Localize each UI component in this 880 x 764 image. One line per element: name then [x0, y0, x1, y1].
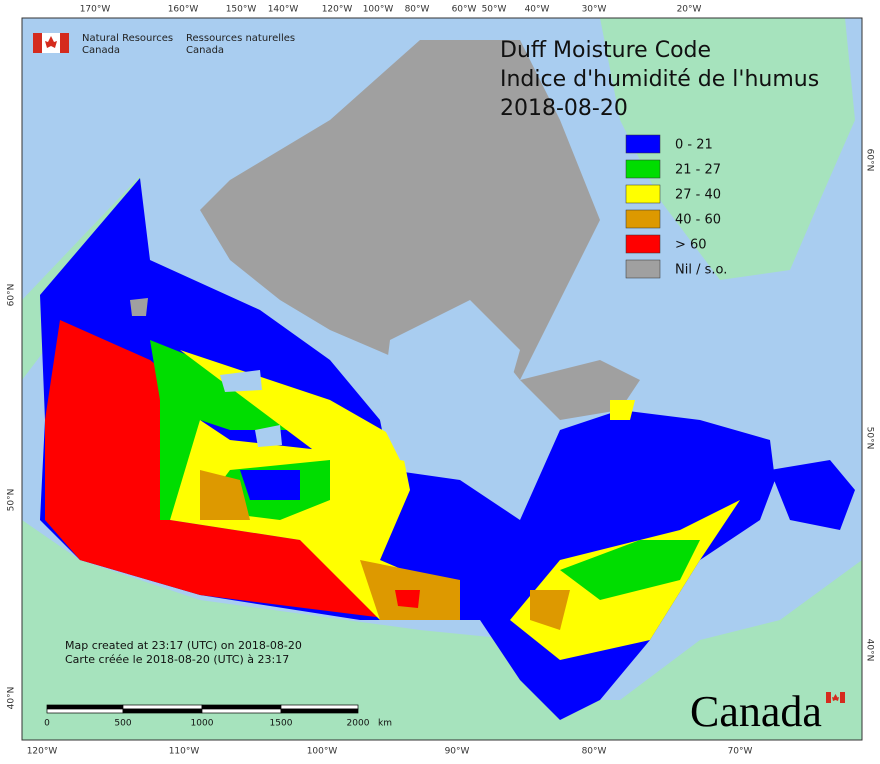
flag-bar [840, 692, 845, 703]
flag-bar [60, 33, 69, 53]
flag-bar [33, 33, 42, 53]
wordmark: Canada [690, 687, 822, 736]
legend-label: 40 - 60 [675, 213, 721, 228]
longitude-label: 30°W [582, 5, 607, 15]
moisture-region [610, 400, 635, 420]
latitude-label: 60°N [7, 284, 17, 307]
scale-label: 1500 [270, 719, 293, 729]
moisture-region [150, 340, 330, 520]
legend-label: 21 - 27 [675, 163, 721, 178]
longitude-label: 150°W [226, 5, 257, 15]
agency-fr: Canada [186, 45, 224, 56]
note: Carte créée le 2018-08-20 (UTC) à 23:17 [65, 653, 289, 666]
moisture-region [240, 470, 300, 500]
map-frame [21, 17, 863, 741]
scale-segment [201, 708, 282, 714]
usa [22, 520, 862, 740]
map-date: 2018-08-20 [500, 96, 628, 121]
longitude-label: 100°W [307, 747, 338, 757]
legend-label: 0 - 21 [675, 138, 713, 153]
maple-leaf [832, 694, 839, 701]
scale-segment [280, 704, 359, 710]
graticule-labels: 170°W 160°W 150°W 140°W 120°W 100°W 80°W 60°W 50… [7, 5, 875, 757]
scale-label: 0 [44, 719, 50, 729]
legend-label: Nil / s.o. [675, 263, 727, 278]
longitude-label: 160°W [168, 5, 199, 15]
agency-en: Canada [82, 45, 120, 56]
title: Duff Moisture Code [500, 38, 711, 63]
legend-swatch [625, 259, 661, 279]
moisture-region [130, 298, 148, 316]
maple-leaf [45, 36, 57, 48]
agency-en: Natural Resources [82, 33, 173, 44]
legend-swatch [625, 234, 661, 254]
scale-segment [280, 708, 359, 714]
legend-swatch [625, 159, 661, 179]
longitude-label: 70°W [728, 747, 753, 757]
hudson-bay [380, 300, 520, 470]
longitude-label: 50°W [482, 5, 507, 15]
latitude-label: 40°N [865, 639, 875, 662]
scale-label: 1000 [191, 719, 214, 729]
title: Indice d'humidité de l'humus [500, 67, 819, 92]
moisture-region [200, 470, 250, 520]
moisture-regions [40, 40, 855, 720]
longitude-label: 90°W [445, 747, 470, 757]
moisture-region [530, 590, 570, 630]
scale-segment [46, 704, 124, 710]
moisture-region [440, 170, 560, 260]
legend-label: 27 - 40 [675, 188, 721, 203]
latitude-label: 50°N [865, 427, 875, 450]
agency-logo: Natural Resources Canada Ressources natu… [33, 33, 295, 56]
longitude-label: 170°W [80, 5, 111, 15]
longitude-label: 140°W [268, 5, 299, 15]
longitude-label: 40°W [525, 5, 550, 15]
longitude-label: 110°W [169, 747, 200, 757]
scale-segment [122, 704, 203, 710]
scale-bar: 0 500 1000 1500 2000 km [44, 704, 392, 729]
longitude-label: 120°W [27, 747, 58, 757]
moisture-region [395, 590, 420, 608]
moisture-region [560, 540, 700, 600]
scale-segment [201, 704, 282, 710]
scale-segment [46, 708, 124, 714]
canada-wordmark: Canada [690, 687, 845, 736]
flag-bar [826, 692, 831, 703]
longitude-label: 80°W [405, 5, 430, 15]
legend-label: > 60 [675, 238, 707, 253]
legend-swatch [625, 134, 661, 154]
moisture-region [45, 320, 400, 620]
latitude-label: 40°N [7, 687, 17, 710]
legend: 0 - 21 21 - 27 27 - 40 40 - 60 > 60 Nil / s.o… [625, 134, 727, 279]
legend-swatch [625, 209, 661, 229]
lake [255, 425, 282, 447]
legend-swatch [625, 184, 661, 204]
longitude-label: 100°W [363, 5, 394, 15]
longitude-label: 20°W [677, 5, 702, 15]
latitude-label: 60°N [865, 149, 875, 172]
lake [220, 370, 262, 392]
scale-segment [122, 708, 203, 714]
moisture-region [200, 40, 600, 380]
greenland [600, 18, 855, 280]
note: Map created at 23:17 (UTC) on 2018-08-20 [65, 639, 302, 652]
scale-label: 2000 [347, 719, 370, 729]
latitude-label: 50°N [7, 489, 17, 512]
longitude-label: 120°W [322, 5, 353, 15]
longitude-label: 80°W [582, 747, 607, 757]
moisture-region [770, 460, 855, 530]
agency-fr: Ressources naturelles [186, 33, 295, 44]
scale-unit: km [378, 719, 392, 729]
scale-label: 500 [114, 719, 131, 729]
longitude-label: 60°W [452, 5, 477, 15]
